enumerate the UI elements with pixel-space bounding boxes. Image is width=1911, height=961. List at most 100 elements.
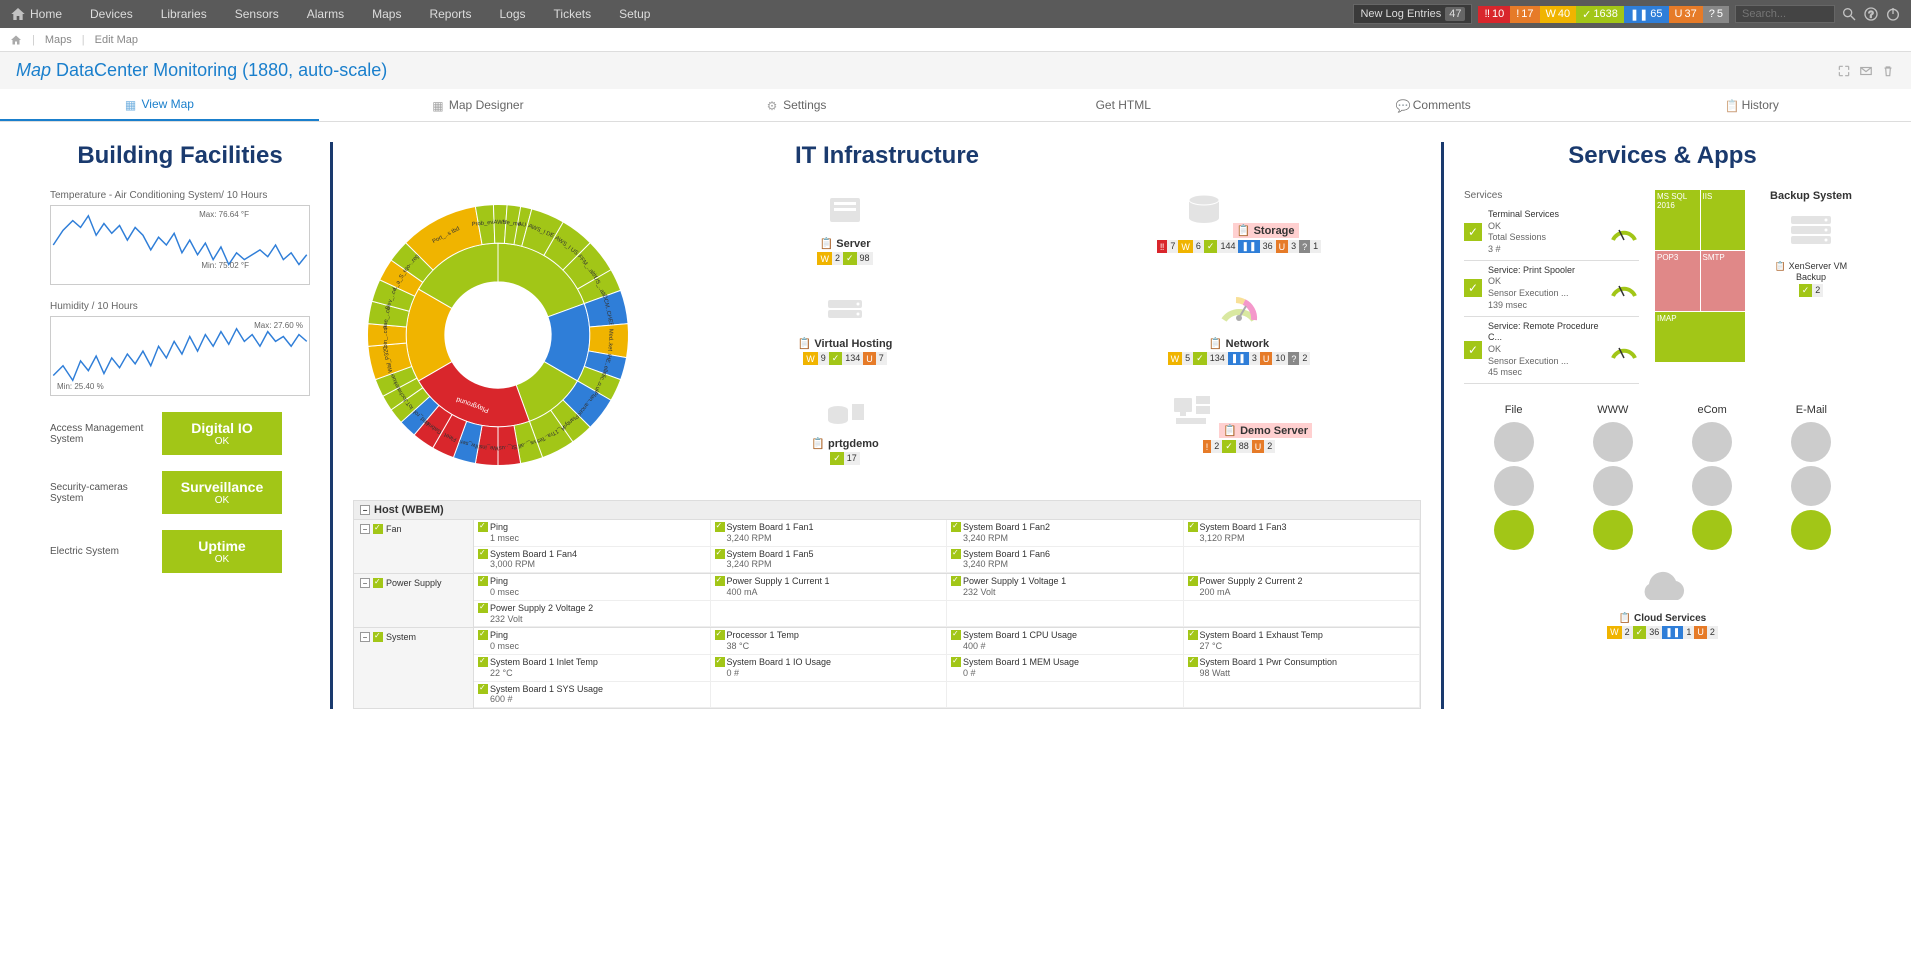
main-content: Building Facilities Temperature - Air Co… <box>0 122 1911 729</box>
cloud-title: 📋 Cloud Services <box>1464 613 1861 624</box>
sensor-cell[interactable]: System Board 1 Fan43,000 RPM <box>474 547 711 574</box>
service-item[interactable]: ✓ Terminal ServicesOK Total Sessions3 # <box>1464 205 1639 261</box>
it-node-virtual-hosting[interactable]: 📋 Virtual Hosting W9✓134U7 <box>663 290 1027 380</box>
nav-home-label: Home <box>30 7 62 21</box>
status-box[interactable]: SurveillanceOK <box>162 471 282 514</box>
nav-maps[interactable]: Maps <box>372 7 401 21</box>
host-category[interactable]: − System <box>354 628 474 708</box>
building-row: Security-cameras System SurveillanceOK <box>50 471 310 514</box>
sensor-cell[interactable]: System Board 1 MEM Usage0 # <box>947 655 1184 682</box>
nav-libraries[interactable]: Libraries <box>161 7 207 21</box>
nav-home[interactable]: Home <box>10 6 62 22</box>
sensor-cell[interactable]: System Board 1 Fan63,240 RPM <box>947 547 1184 574</box>
status-pill[interactable]: ?5 <box>1703 6 1729 23</box>
sensor-cell[interactable]: System Board 1 Fan23,240 RPM <box>947 520 1184 547</box>
treemap-cell[interactable]: IIS <box>1701 190 1746 250</box>
delete-icon[interactable] <box>1881 64 1895 78</box>
host-category[interactable]: − Power Supply <box>354 574 474 627</box>
tab-get-html[interactable]: Get HTML <box>956 89 1275 121</box>
it-title: IT Infrastructure <box>353 142 1421 170</box>
service-item[interactable]: ✓ Service: Print SpoolerOK Sensor Execut… <box>1464 261 1639 317</box>
search-icon[interactable] <box>1841 6 1857 22</box>
mail-icon[interactable] <box>1859 64 1873 78</box>
it-node-network[interactable]: 📋 Network W5✓134❚❚3U10?2 <box>1057 290 1421 380</box>
treemap-cell[interactable]: IMAP <box>1655 312 1745 362</box>
status-pill[interactable]: W40 <box>1540 6 1577 23</box>
traffic-ecom[interactable]: eCom <box>1692 404 1732 550</box>
power-icon[interactable] <box>1885 6 1901 22</box>
crumb-edit[interactable]: Edit Map <box>95 34 138 46</box>
sunburst-chart[interactable]: AWS_I AUAWS_I DEAWS_I USFFM_..althUS_..a… <box>353 190 643 480</box>
sensor-cell[interactable]: System Board 1 IO Usage0 # <box>711 655 948 682</box>
search-input[interactable] <box>1735 5 1835 23</box>
xenserver-label: 📋 XenServer VM Backup <box>1761 261 1861 282</box>
treemap-cell[interactable]: SMTP <box>1701 251 1746 311</box>
tab-map-designer[interactable]: ▦Map Designer <box>319 89 638 121</box>
status-box[interactable]: Digital IOOK <box>162 412 282 455</box>
status-box[interactable]: UptimeOK <box>162 530 282 573</box>
sensor-cell[interactable]: System Board 1 CPU Usage400 # <box>947 628 1184 655</box>
temp-min: Min: 75.02 °F <box>201 261 249 270</box>
nav-sensors[interactable]: Sensors <box>235 7 279 21</box>
nav-tickets[interactable]: Tickets <box>554 7 592 21</box>
home-icon <box>10 6 26 22</box>
sensor-cell[interactable]: System Board 1 Exhaust Temp27 °C <box>1184 628 1421 655</box>
status-pill[interactable]: ✓1638 <box>1576 6 1624 23</box>
host-category[interactable]: − Fan <box>354 520 474 573</box>
it-node-storage[interactable]: 📋 Storage ‼7W6✓144❚❚36U3?1 <box>1057 190 1421 280</box>
tab-history[interactable]: 📋History <box>1593 89 1911 121</box>
sensor-cell[interactable]: System Board 1 Fan53,240 RPM <box>711 547 948 574</box>
status-pill[interactable]: ‼10 <box>1478 6 1510 23</box>
hum-min: Min: 25.40 % <box>57 382 104 391</box>
nav-setup[interactable]: Setup <box>619 7 650 21</box>
traffic-e-mail[interactable]: E-Mail <box>1791 404 1831 550</box>
crumb-maps[interactable]: Maps <box>45 34 72 46</box>
svg-text:Med..ket: Med..ket <box>607 329 614 352</box>
cloud-icon <box>1633 570 1693 610</box>
services-label: Services <box>1464 190 1639 201</box>
sensor-cell[interactable]: System Board 1 Fan13,240 RPM <box>711 520 948 547</box>
home-crumb-icon[interactable] <box>10 34 22 46</box>
sensor-cell[interactable]: System Board 1 SYS Usage600 # <box>474 682 711 709</box>
collapse-icon[interactable]: − <box>360 505 370 515</box>
sensor-cell[interactable]: Ping1 msec <box>474 520 711 547</box>
tab-settings[interactable]: ⚙Settings <box>637 89 956 121</box>
treemap[interactable]: MS SQL 2016IISPOP3SMTPIMAP <box>1655 190 1745 360</box>
backup-panel: Backup System 📋 XenServer VM Backup ✓2 <box>1761 190 1861 384</box>
traffic-file[interactable]: File <box>1494 404 1534 550</box>
tab-comments[interactable]: 💬Comments <box>1274 89 1593 121</box>
status-pill[interactable]: ❚❚65 <box>1624 6 1669 23</box>
traffic-www[interactable]: WWW <box>1593 404 1633 550</box>
sensor-cell[interactable]: System Board 1 Fan33,120 RPM <box>1184 520 1421 547</box>
sensor-cell[interactable]: Power Supply 1 Voltage 1232 Volt <box>947 574 1184 601</box>
service-item[interactable]: ✓ Service: Remote Procedure C...OK Senso… <box>1464 317 1639 384</box>
nav-reports[interactable]: Reports <box>429 7 471 21</box>
host-row: − FanPing1 msecSystem Board 1 Fan13,240 … <box>354 519 1420 573</box>
it-node-prtgdemo[interactable]: 📋 prtgdemo ✓17 <box>663 390 1027 480</box>
it-node-demo-server[interactable]: 📋 Demo Server !2✓88U2 <box>1057 390 1421 480</box>
sensor-cell[interactable]: Power Supply 2 Voltage 2232 Volt <box>474 601 711 628</box>
fullscreen-icon[interactable] <box>1837 64 1851 78</box>
tab-view-map[interactable]: ▦View Map <box>0 89 319 121</box>
sensor-cell[interactable]: System Board 1 Inlet Temp22 °C <box>474 655 711 682</box>
nav-left: Home Devices Libraries Sensors Alarms Ma… <box>10 6 650 22</box>
nav-right: New Log Entries 47 ‼10!17W40✓1638❚❚65U37… <box>1353 4 1901 24</box>
help-icon[interactable]: ? <box>1863 6 1879 22</box>
tabs: ▦View Map▦Map Designer⚙SettingsGet HTML💬… <box>0 89 1911 122</box>
sensor-cell[interactable]: Processor 1 Temp38 °C <box>711 628 948 655</box>
treemap-cell[interactable]: POP3 <box>1655 251 1700 311</box>
new-log-button[interactable]: New Log Entries 47 <box>1353 4 1472 24</box>
services-title: Services & Apps <box>1464 142 1861 170</box>
it-node-server[interactable]: 📋 Server W2✓98 <box>663 190 1027 280</box>
nav-logs[interactable]: Logs <box>499 7 525 21</box>
nav-devices[interactable]: Devices <box>90 7 133 21</box>
sensor-cell[interactable]: Ping0 msec <box>474 628 711 655</box>
nav-alarms[interactable]: Alarms <box>307 7 344 21</box>
sensor-cell[interactable]: System Board 1 Pwr Consumption98 Watt <box>1184 655 1421 682</box>
status-pill[interactable]: U37 <box>1669 6 1703 23</box>
treemap-cell[interactable]: MS SQL 2016 <box>1655 190 1700 250</box>
sensor-cell[interactable]: Power Supply 1 Current 1400 mA <box>711 574 948 601</box>
sensor-cell[interactable]: Power Supply 2 Current 2200 mA <box>1184 574 1421 601</box>
status-pill[interactable]: !17 <box>1510 6 1539 23</box>
sensor-cell[interactable]: Ping0 msec <box>474 574 711 601</box>
